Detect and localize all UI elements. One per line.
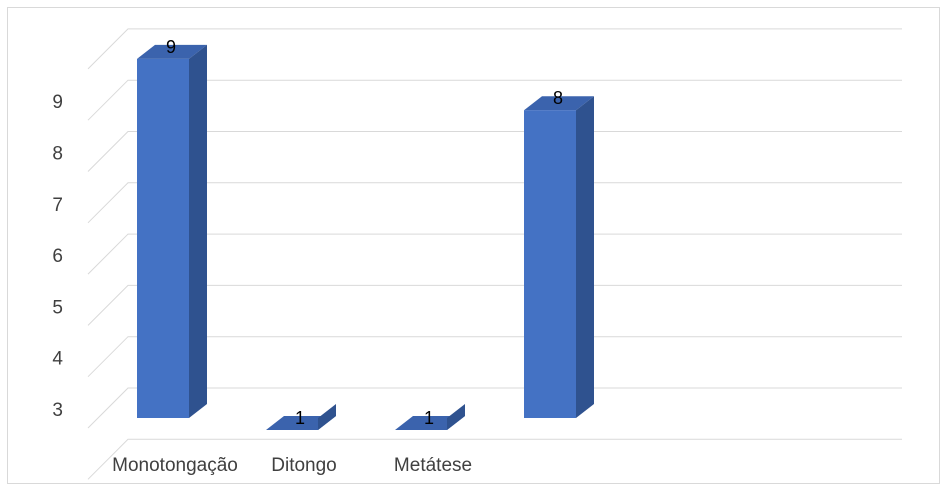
category-label: Ditongo xyxy=(271,455,337,476)
gridline xyxy=(87,233,902,275)
gridline xyxy=(87,336,902,378)
data-label: 8 xyxy=(553,88,563,108)
category-label: Metátese xyxy=(394,455,472,476)
bar xyxy=(524,96,594,418)
x-axis-categories: Monotongação Ditongo Metátese xyxy=(112,455,472,476)
gridlines xyxy=(87,28,902,480)
bar-top xyxy=(524,96,594,111)
y-tick-label: 7 xyxy=(52,195,63,216)
y-tick-label: 5 xyxy=(52,297,63,318)
gridline xyxy=(87,182,902,224)
data-label: 1 xyxy=(295,408,305,428)
bar xyxy=(137,44,207,419)
gridline xyxy=(87,387,902,429)
bar-top xyxy=(137,44,207,59)
category-label: Monotongação xyxy=(112,455,238,476)
y-tick-label: 8 xyxy=(52,144,63,165)
data-label: 9 xyxy=(166,37,176,57)
data-label: 1 xyxy=(424,408,434,428)
bars xyxy=(137,44,594,430)
gridline xyxy=(87,79,902,121)
gridline xyxy=(87,131,902,172)
gridline xyxy=(87,284,902,326)
y-axis-ticks: 3 4 5 6 7 8 9 xyxy=(52,92,63,421)
bar-front xyxy=(137,58,189,419)
bar-side xyxy=(318,404,336,430)
data-labels: 9 1 1 8 xyxy=(166,37,563,428)
y-tick-label: 3 xyxy=(52,400,63,421)
bar-side xyxy=(576,96,594,418)
bar xyxy=(395,404,465,430)
bar-side xyxy=(447,404,465,430)
gridline xyxy=(87,28,902,70)
y-tick-label: 6 xyxy=(52,246,63,267)
bar-front xyxy=(524,110,576,418)
bar-side xyxy=(189,44,207,419)
bar xyxy=(266,404,336,430)
gridline xyxy=(87,438,902,480)
y-tick-label: 9 xyxy=(52,92,63,113)
y-tick-label: 4 xyxy=(52,349,63,370)
